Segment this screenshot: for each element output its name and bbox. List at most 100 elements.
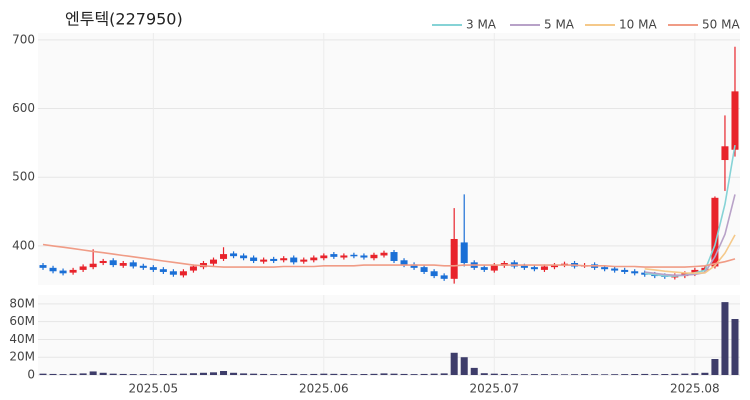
volume-bar: [149, 374, 157, 375]
volume-bar: [631, 374, 639, 375]
volume-bar: [480, 373, 488, 375]
volume-bar: [490, 373, 498, 375]
volume-bar: [169, 373, 177, 375]
candle-body: [530, 267, 538, 270]
candle-body: [360, 255, 368, 258]
volume-bar: [350, 374, 358, 375]
candle-body: [59, 270, 67, 274]
volume-bar: [320, 373, 328, 375]
volume-bar: [250, 373, 258, 375]
volume-bar: [571, 374, 579, 375]
x-tick-label: 2025.07: [469, 382, 519, 396]
volume-bar: [270, 374, 278, 375]
candle-body: [390, 252, 398, 261]
volume-bar: [731, 319, 739, 375]
volume-bar: [520, 374, 528, 375]
volume-bar: [99, 372, 107, 375]
volume-bar: [410, 374, 418, 375]
volume-bar: [591, 374, 599, 375]
volume-bar: [209, 372, 218, 375]
volume-tick-label: 0: [27, 368, 35, 382]
volume-bar: [119, 373, 127, 375]
candle-body: [611, 268, 619, 271]
candle-body: [410, 264, 418, 268]
candle-body: [380, 252, 388, 256]
volume-panel: [38, 295, 740, 375]
candle-body: [310, 257, 318, 261]
candle-body: [159, 269, 167, 272]
volume-bar: [260, 373, 268, 375]
volume-bar: [701, 372, 709, 375]
volume-bar: [450, 352, 458, 375]
x-tick-label: 2025.08: [670, 382, 720, 396]
candle-body: [400, 260, 408, 266]
volume-bar: [390, 373, 398, 375]
candle-body: [370, 254, 378, 259]
volume-bar: [310, 373, 318, 375]
volume-bar: [330, 373, 338, 375]
volume-bar: [280, 374, 288, 375]
volume-bar: [230, 372, 238, 375]
x-tick-label: 2025.05: [129, 382, 179, 396]
candle-body: [260, 259, 268, 262]
volume-bar: [681, 373, 689, 375]
volume-bar: [641, 373, 649, 375]
volume-bar: [39, 373, 47, 375]
volume-bar: [300, 374, 308, 375]
candle-body: [490, 265, 498, 271]
candle-body: [440, 275, 448, 279]
volume-bar: [199, 372, 207, 375]
candle-body: [601, 267, 609, 270]
candle-body: [280, 258, 288, 261]
volume-bar: [59, 374, 67, 375]
volume-bar: [179, 373, 187, 375]
volume-bar: [159, 374, 167, 375]
volume-bar: [550, 374, 558, 375]
candle-body: [99, 260, 107, 264]
volume-bar: [671, 373, 679, 375]
candle-body: [550, 265, 558, 268]
volume-bar: [530, 374, 538, 375]
y-tick-label: 700: [12, 32, 35, 46]
candle-body: [450, 238, 458, 279]
volume-tick-label: 60M: [9, 314, 35, 328]
candle-body: [731, 91, 739, 150]
volume-bar: [651, 374, 659, 375]
volume-bar: [581, 374, 589, 375]
volume-bar: [360, 374, 368, 375]
legend-label: 3 MA: [466, 18, 497, 32]
volume-bar: [400, 373, 408, 375]
volume-bar: [79, 373, 87, 375]
candle-body: [109, 260, 117, 266]
candle-body: [89, 263, 97, 268]
volume-bar: [430, 373, 438, 375]
candle-body: [39, 265, 47, 268]
y-tick-label: 400: [12, 238, 35, 252]
volume-bar: [560, 374, 569, 375]
volume-tick-label: 20M: [9, 350, 35, 364]
volume-bar: [370, 373, 378, 375]
candle-body: [119, 263, 127, 266]
volume-bar: [440, 373, 448, 375]
volume-bar: [540, 374, 548, 375]
candle-body: [189, 266, 197, 271]
ma-line: [644, 194, 736, 276]
candle-body: [460, 242, 468, 264]
candle-body: [430, 271, 438, 277]
candle-body: [691, 269, 699, 275]
candle-body: [240, 255, 248, 259]
candle-body: [621, 269, 629, 272]
candle-body: [270, 258, 278, 261]
volume-bar: [129, 374, 137, 375]
candle-body: [721, 146, 729, 161]
candle-body: [320, 255, 328, 259]
volume-bar: [460, 357, 468, 375]
candle-body: [230, 253, 238, 257]
candle-body: [149, 267, 157, 270]
candle-body: [340, 255, 348, 258]
candle-body: [179, 271, 187, 276]
volume-bar: [661, 374, 669, 375]
volume-bar: [139, 374, 147, 375]
candle-body: [330, 254, 338, 257]
